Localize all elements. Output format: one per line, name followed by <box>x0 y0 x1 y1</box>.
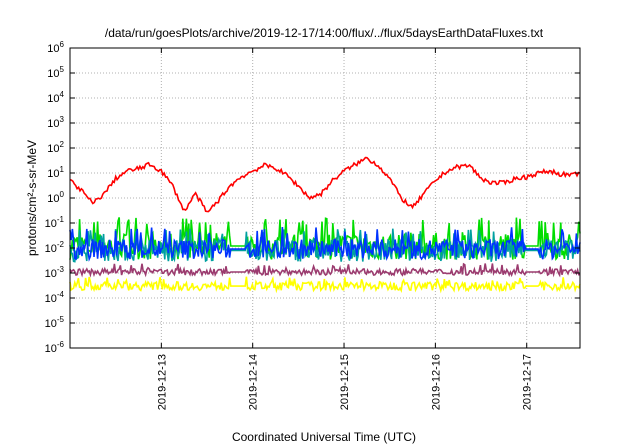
x-tick-label: 2019-12-13 <box>156 354 168 410</box>
series-lines <box>69 156 581 213</box>
y-tick-label: 10-2 <box>45 240 65 255</box>
y-tick-label: 104 <box>47 90 64 105</box>
x-tick-label: 2019-12-16 <box>430 354 442 410</box>
grid-lines <box>70 48 580 348</box>
x-tick-labels: 2019-12-13 2019-12-14 2019-12-15 2019-12-16… <box>156 354 533 410</box>
yellow-trace <box>69 275 581 294</box>
y-tick-label: 10-6 <box>45 340 65 355</box>
y-tick-label: 106 <box>47 40 64 55</box>
red-flux-line <box>69 156 581 213</box>
y-tick-label: 100 <box>47 190 64 205</box>
y-tick-label: 10-3 <box>45 265 65 280</box>
y-tick-label: 10-5 <box>45 315 65 330</box>
x-tick-label: 2019-12-15 <box>339 354 351 410</box>
x-tick-label: 2019-12-14 <box>248 354 260 410</box>
x-axis-label: Coordinated Universal Time (UTC) <box>232 430 416 444</box>
low-flux-band <box>69 217 581 294</box>
plot-frame <box>69 47 581 349</box>
y-tick-label: 103 <box>47 115 64 130</box>
chart-title: /data/run/goesPlots/archive/2019-12-17/1… <box>105 26 544 40</box>
maroon-trace <box>69 262 580 278</box>
y-tick-label: 105 <box>47 65 64 80</box>
y-axis-label: protons/cm²-s-sr-MeV <box>25 140 39 256</box>
y-tick-label: 102 <box>47 140 64 155</box>
x-tick-label: 2019-12-17 <box>522 354 534 410</box>
blue-trace <box>69 226 581 262</box>
y-tick-labels: 10-6 10-5 10-4 10-3 10-2 10-1 100 101 102 103 104 1… <box>45 40 65 355</box>
y-tick-label: 10-4 <box>45 290 65 305</box>
y-tick-label: 10-1 <box>45 215 65 230</box>
y-tick-label: 101 <box>47 165 64 180</box>
